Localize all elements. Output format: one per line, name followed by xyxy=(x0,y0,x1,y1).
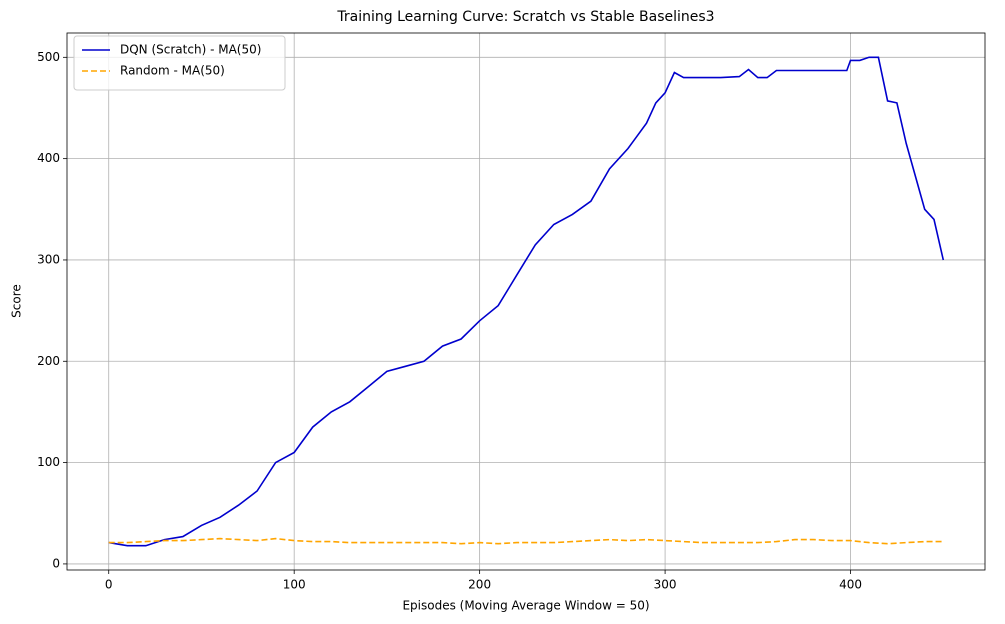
x-tick-label: 200 xyxy=(468,578,491,592)
plot-frame xyxy=(66,32,986,571)
y-tick-label: 300 xyxy=(37,252,60,266)
x-axis-label: Episodes (Moving Average Window = 50) xyxy=(402,599,649,613)
series-line xyxy=(108,56,945,547)
series-line xyxy=(108,537,944,545)
x-tick-label: 100 xyxy=(283,578,306,592)
y-tick-label: 100 xyxy=(37,455,60,469)
legend-label: DQN (Scratch) - MA(50) xyxy=(120,43,261,57)
x-tick-label: 400 xyxy=(839,578,862,592)
x-tick-label: 0 xyxy=(105,578,113,592)
legend-label: Random - MA(50) xyxy=(120,64,225,78)
y-tick-label: 400 xyxy=(37,151,60,165)
y-tick-label: 0 xyxy=(52,556,60,570)
legend-box xyxy=(73,35,286,91)
x-tick-label: 300 xyxy=(654,578,677,592)
y-tick-label: 200 xyxy=(37,354,60,368)
chart-title: Training Learning Curve: Scratch vs Stab… xyxy=(336,9,714,25)
y-axis-label: Score xyxy=(10,284,24,318)
y-tick-label: 500 xyxy=(37,50,60,64)
